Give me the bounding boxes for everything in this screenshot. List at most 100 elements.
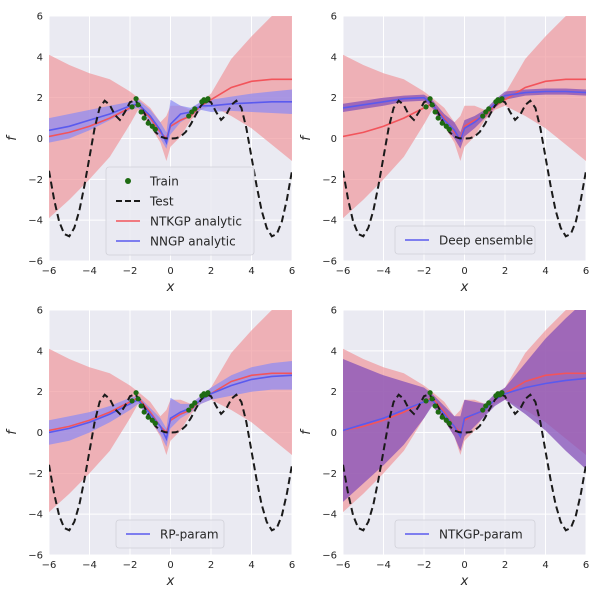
y-axis-label: f: [5, 428, 20, 435]
train-point: [435, 115, 441, 121]
y-tick-label: 4: [331, 346, 337, 357]
plot-area: [49, 310, 292, 532]
train-point: [439, 120, 445, 126]
y-tick-label: 2: [37, 387, 43, 398]
y-tick-label: 6: [331, 306, 337, 317]
y-tick-label: 2: [331, 387, 337, 398]
y-tick-label: 6: [331, 12, 337, 23]
plot-area: [343, 310, 586, 532]
train-point: [429, 396, 435, 402]
y-axis-label: f: [5, 134, 20, 141]
train-point: [432, 403, 438, 409]
x-axis-label: x: [460, 574, 469, 589]
train-point: [129, 398, 135, 404]
x-tick-label: −2: [123, 560, 138, 571]
panel-2: −6 −4 −2 0 2 4 6 −6 −4 −2 0 2 4 6 x f Deep ensemble: [299, 12, 589, 296]
y-tick-label: −2: [322, 469, 337, 480]
train-point: [499, 390, 505, 396]
train-point: [480, 407, 486, 413]
train-point: [145, 120, 151, 126]
panel-3: −6 −4 −2 0 2 4 6 −6 −4 −2 0 2 4 6 x f RP-param: [5, 306, 295, 590]
mean-line-ntkgp-param: [343, 377, 586, 439]
legend-frame: [115, 519, 225, 549]
y-tick-label: 2: [331, 93, 337, 104]
x-tick-label: 4: [248, 560, 254, 571]
train-point: [486, 106, 492, 112]
y-tick-label: 0: [331, 134, 337, 145]
legend-label: RP-param: [160, 528, 219, 542]
y-tick-label: −4: [28, 216, 43, 227]
uncertainty-band-ntkgp-analytic: [343, 16, 586, 219]
y-tick-label: −6: [28, 551, 43, 562]
legend-label: Train: [149, 175, 179, 189]
y-tick-label: −4: [322, 510, 337, 521]
y-tick-label: −6: [322, 551, 337, 562]
y-tick-label: 6: [37, 12, 43, 23]
train-point: [486, 400, 492, 406]
train-point: [141, 409, 147, 415]
x-tick-label: 6: [583, 560, 589, 571]
legend-marker-train: [125, 178, 131, 184]
legend-label: NTKGP analytic: [150, 215, 242, 229]
x-tick-label: 6: [583, 266, 589, 277]
legend-label: Deep ensemble: [439, 234, 533, 248]
x-tick-label: −4: [82, 560, 97, 571]
y-tick-label: −6: [28, 257, 43, 268]
legend-frame: [105, 166, 255, 256]
y-tick-label: −2: [322, 175, 337, 186]
train-point: [427, 96, 433, 102]
x-tick-label: −6: [42, 266, 57, 277]
train-point: [145, 414, 151, 420]
train-point: [432, 109, 438, 115]
x-tick-label: 2: [502, 266, 508, 277]
y-axis-label: f: [299, 134, 314, 141]
train-point: [186, 113, 192, 119]
y-tick-label: 0: [331, 428, 337, 439]
uncertainty-band-ntkgp-param: [343, 310, 586, 502]
train-point: [205, 96, 211, 102]
train-point: [141, 115, 147, 121]
mean-line-rp-param: [49, 374, 292, 442]
x-axis-label: x: [166, 574, 175, 589]
x-tick-label: 2: [502, 560, 508, 571]
train-point: [138, 109, 144, 115]
x-tick-label: −4: [376, 266, 391, 277]
train-point: [435, 409, 441, 415]
train-point: [480, 113, 486, 119]
x-tick-label: −4: [376, 560, 391, 571]
legend: Deep ensemble: [394, 225, 536, 255]
x-tick-label: −2: [123, 266, 138, 277]
y-tick-label: −2: [28, 469, 43, 480]
uncertainty-band-deep-ensemble: [343, 88, 586, 149]
train-point: [192, 400, 198, 406]
train-point: [135, 102, 141, 108]
legend-label: NTKGP-param: [439, 528, 523, 542]
y-axis-label: f: [299, 428, 314, 435]
x-tick-label: 0: [461, 560, 467, 571]
train-point: [439, 414, 445, 420]
x-tick-label: −4: [82, 266, 97, 277]
legend-label: NNGP analytic: [150, 235, 236, 249]
x-tick-label: −6: [336, 266, 351, 277]
legend-label: Test: [149, 195, 174, 209]
x-axis-label: x: [166, 280, 175, 295]
legend: NTKGP-param: [394, 519, 536, 549]
train-point: [192, 106, 198, 112]
y-tick-label: 4: [37, 52, 43, 63]
x-tick-label: 4: [248, 266, 254, 277]
train-point: [186, 407, 192, 413]
legend: Train Test NTKGP analytic NNGP analytic: [105, 166, 255, 256]
x-tick-label: 2: [208, 560, 214, 571]
y-tick-label: −4: [28, 510, 43, 521]
train-point: [205, 390, 211, 396]
x-tick-label: −2: [417, 266, 432, 277]
legend-frame: [394, 225, 536, 255]
legend: RP-param: [115, 519, 225, 549]
mean-line-nngp-analytic: [49, 101, 292, 146]
x-tick-label: −2: [417, 560, 432, 571]
train-point: [138, 403, 144, 409]
train-point: [429, 102, 435, 108]
x-tick-label: 4: [542, 560, 548, 571]
train-point: [423, 104, 429, 110]
train-point: [152, 420, 158, 426]
